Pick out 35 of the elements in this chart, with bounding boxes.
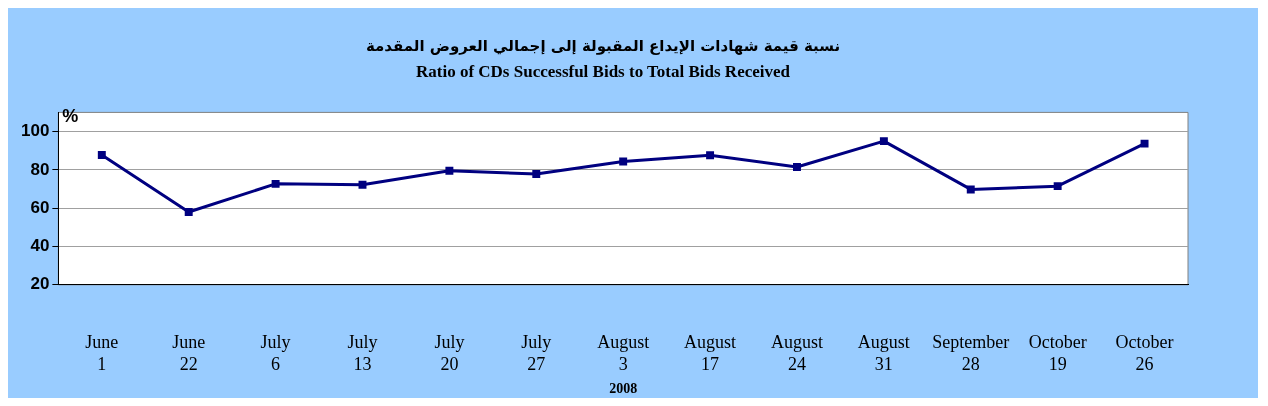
point bbox=[966, 185, 975, 194]
x-tick-label: August 3 bbox=[597, 332, 650, 374]
point bbox=[619, 157, 628, 166]
point bbox=[1140, 139, 1149, 148]
point bbox=[445, 166, 454, 175]
point bbox=[532, 170, 541, 179]
x-tick-label: July 27 bbox=[521, 332, 552, 374]
x-tick-label: July 6 bbox=[260, 332, 291, 374]
point bbox=[793, 163, 801, 171]
point bbox=[184, 208, 193, 216]
point bbox=[706, 151, 715, 160]
y-tick-label: 40 bbox=[30, 236, 50, 256]
x-tick-label: July 13 bbox=[347, 332, 378, 374]
chart-subtitle: Ratio of CDs Successful Bids to Total Bids Received bbox=[415, 61, 791, 81]
x-tick-label: September 28 bbox=[932, 332, 1010, 374]
x-tick-label: August 24 bbox=[770, 332, 823, 374]
point bbox=[271, 179, 280, 188]
x-tick-label: August 17 bbox=[684, 332, 737, 374]
chart-title: نسبة قيمة شهادات الإيداع المقبولة إلى إجمالي العروض المقدمة bbox=[365, 36, 841, 55]
y-tick-label: 60 bbox=[30, 197, 50, 217]
y-tick-label: 20 bbox=[30, 274, 50, 294]
x-tick-label: June 22 bbox=[172, 332, 206, 374]
point bbox=[879, 137, 888, 146]
text: 2008 bbox=[609, 380, 638, 396]
y-tick-label: 80 bbox=[30, 159, 50, 179]
x-tick-label: August 31 bbox=[857, 332, 910, 374]
point bbox=[97, 150, 106, 159]
x-tick-label: October 19 bbox=[1028, 332, 1087, 374]
point bbox=[1053, 182, 1062, 191]
x-tick-label: July 20 bbox=[434, 332, 465, 374]
x-tick-label: October 26 bbox=[1115, 332, 1174, 374]
y-axis-title: % bbox=[62, 106, 79, 127]
x-tick-label: June 1 bbox=[85, 332, 119, 374]
y-tick-label: 100 bbox=[20, 121, 50, 141]
point bbox=[358, 180, 367, 189]
